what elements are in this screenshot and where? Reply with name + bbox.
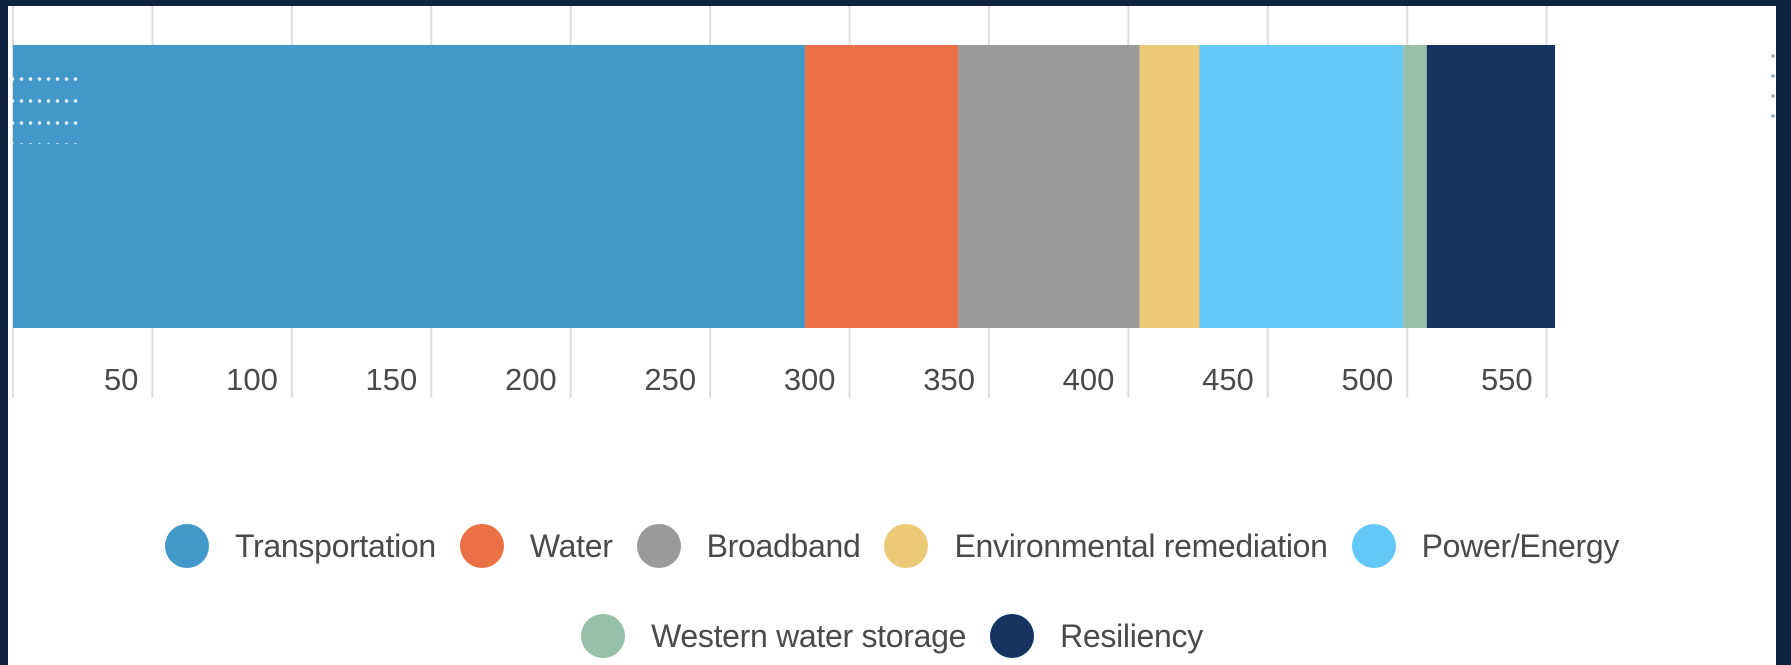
x-tick-label: 450 xyxy=(1202,362,1254,397)
x-tick-label: 500 xyxy=(1342,362,1394,397)
x-tick-label: 350 xyxy=(923,362,975,397)
legend-swatch xyxy=(164,524,209,568)
bar-segment-power-energy[interactable] xyxy=(1199,45,1404,328)
legend-swatch xyxy=(884,524,929,568)
legend-swatch xyxy=(581,614,626,658)
bar-segments xyxy=(13,45,1556,328)
x-tick-label: 50 xyxy=(104,362,138,397)
legend-label: Water xyxy=(529,527,613,564)
legend-item-power-energy[interactable]: Power/Energy xyxy=(1351,524,1620,568)
legend-row-2: Western water storage Resiliency xyxy=(8,614,1776,658)
legend-swatch xyxy=(1351,524,1396,568)
legend-label: Environmental remediation xyxy=(954,527,1328,564)
legend-item-environmental-remediation[interactable]: Environmental remediation xyxy=(884,524,1328,568)
legend-swatch xyxy=(636,524,681,568)
x-tick-label: 300 xyxy=(784,362,836,397)
decorative-dots-right xyxy=(1770,46,1776,126)
x-tick-label: 400 xyxy=(1063,362,1115,397)
legend-item-transportation[interactable]: Transportation xyxy=(164,524,436,568)
legend-item-resiliency[interactable]: Resiliency xyxy=(990,614,1203,658)
bar-segment-broadband[interactable] xyxy=(958,45,1140,328)
x-tick-label: 100 xyxy=(226,362,278,397)
legend-swatch xyxy=(990,614,1035,658)
chart-card: 50 100 150 200 250 300 350 400 450 500 550 Transpo… xyxy=(8,6,1776,665)
legend-item-western-water-storage[interactable]: Western water storage xyxy=(581,614,966,658)
bar-segment-resiliency[interactable] xyxy=(1426,45,1556,328)
bar-segment-water[interactable] xyxy=(804,45,959,328)
bar-segment-western-water-storage[interactable] xyxy=(1403,45,1427,328)
x-axis-ticks: 50 100 150 200 250 300 350 400 450 500 550 xyxy=(104,362,1533,397)
x-tick-label: 200 xyxy=(505,362,557,397)
legend-item-water[interactable]: Water xyxy=(459,524,613,568)
bar-segment-environmental-remediation[interactable] xyxy=(1139,45,1200,328)
legend-swatch xyxy=(459,524,504,568)
legend-label: Power/Energy xyxy=(1421,527,1620,564)
x-tick-label: 150 xyxy=(366,362,418,397)
legend-row-1: Transportation Water Broadband Environme… xyxy=(8,524,1776,568)
legend-item-broadband[interactable]: Broadband xyxy=(636,524,861,568)
stacked-bar-chart: 50 100 150 200 250 300 350 400 450 500 550 xyxy=(12,6,1556,398)
bar-segment-transportation[interactable] xyxy=(13,45,805,328)
legend-label: Resiliency xyxy=(1060,617,1203,654)
x-tick-label: 250 xyxy=(644,362,696,397)
x-tick-label: 550 xyxy=(1481,362,1533,397)
legend-label: Western water storage xyxy=(651,617,967,654)
legend-label: Transportation xyxy=(234,527,436,564)
legend-label: Broadband xyxy=(706,527,861,564)
